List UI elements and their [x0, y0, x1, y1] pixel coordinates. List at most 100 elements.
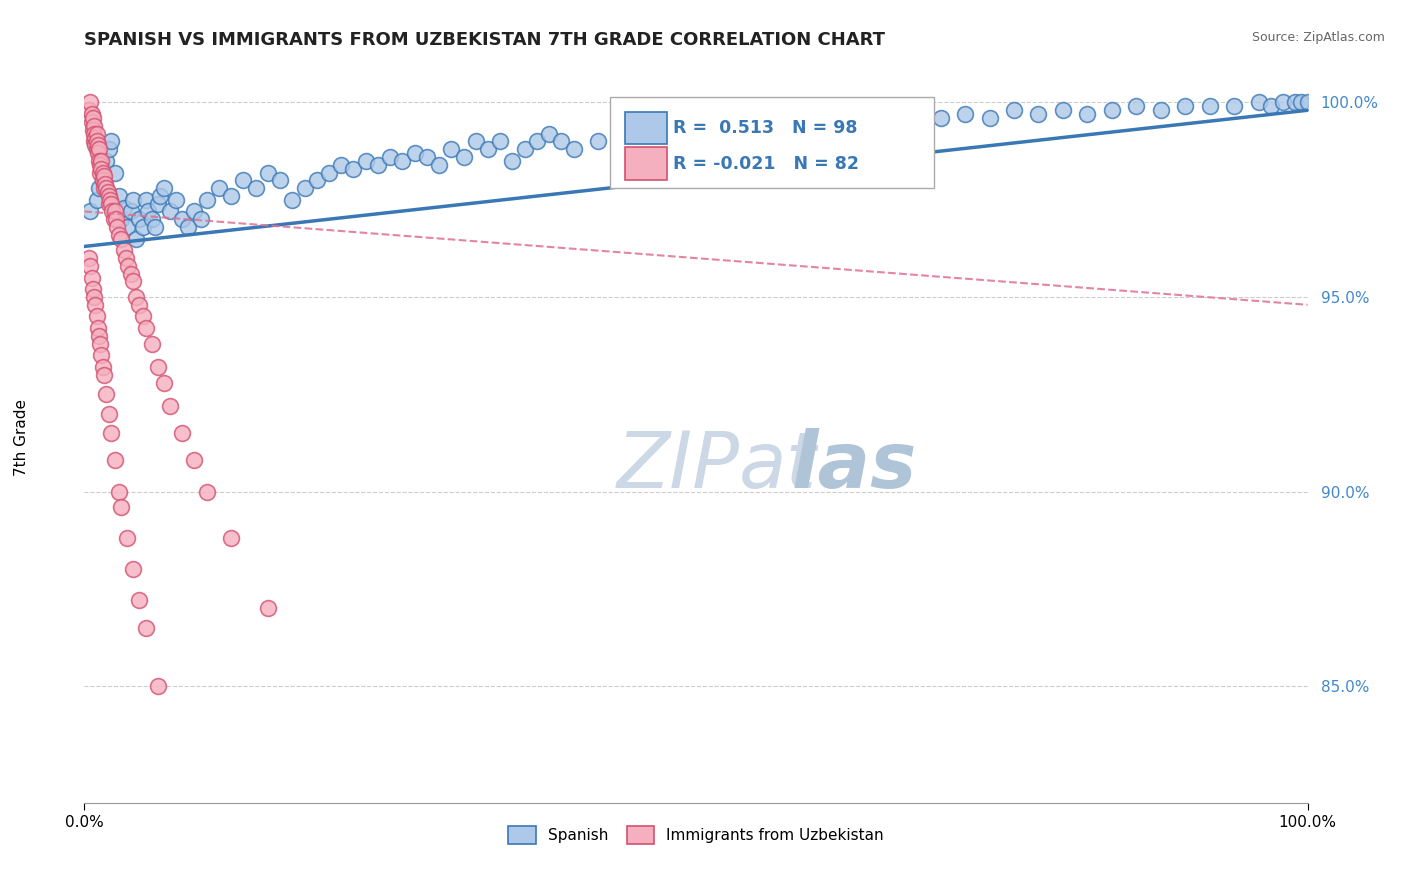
Point	[110, 232, 132, 246]
Point	[87, 153, 110, 168]
Point	[1076, 107, 1098, 121]
Point	[354, 153, 377, 168]
Point	[128, 593, 150, 607]
Point	[97, 189, 120, 203]
Point	[122, 275, 145, 289]
Point	[153, 181, 176, 195]
Point	[404, 146, 426, 161]
Point	[1284, 95, 1306, 110]
Point	[105, 219, 128, 234]
Point	[91, 359, 114, 374]
Point	[245, 181, 267, 195]
Point	[281, 193, 304, 207]
Point	[87, 321, 110, 335]
Point	[87, 138, 110, 153]
Point	[98, 193, 121, 207]
Point	[136, 204, 159, 219]
Point	[190, 212, 212, 227]
Point	[107, 227, 129, 242]
Point	[380, 150, 402, 164]
Point	[1002, 103, 1025, 118]
Point	[880, 115, 903, 129]
Point	[305, 173, 328, 187]
Point	[86, 142, 108, 156]
Y-axis label: 7th Grade: 7th Grade	[14, 399, 28, 475]
Point	[391, 153, 413, 168]
Point	[125, 290, 148, 304]
Point	[87, 181, 110, 195]
Point	[83, 119, 105, 133]
Point	[84, 130, 107, 145]
Text: R =  0.513   N = 98: R = 0.513 N = 98	[672, 119, 858, 136]
Point	[269, 173, 291, 187]
Point	[953, 107, 976, 121]
Point	[100, 135, 122, 149]
Point	[110, 500, 132, 515]
Point	[96, 181, 118, 195]
Point	[120, 204, 142, 219]
Point	[103, 212, 125, 227]
Point	[257, 601, 280, 615]
Point	[91, 165, 114, 179]
Point	[122, 562, 145, 576]
Text: ZIP: ZIP	[616, 428, 740, 504]
Point	[112, 201, 135, 215]
Point	[636, 122, 658, 136]
Point	[135, 321, 157, 335]
Point	[177, 219, 200, 234]
Point	[1296, 95, 1319, 110]
Point	[112, 244, 135, 258]
Point	[104, 204, 127, 219]
Point	[257, 165, 280, 179]
Point	[172, 212, 194, 227]
Point	[104, 165, 127, 179]
Point	[143, 219, 166, 234]
Point	[232, 173, 254, 187]
Point	[77, 103, 100, 118]
Point	[96, 387, 118, 401]
Point	[427, 158, 450, 172]
Point	[1150, 103, 1173, 118]
FancyBboxPatch shape	[626, 147, 666, 179]
Point	[86, 127, 108, 141]
FancyBboxPatch shape	[626, 112, 666, 144]
Point	[93, 368, 115, 382]
Point	[90, 153, 112, 168]
Point	[1198, 99, 1220, 113]
Point	[661, 127, 683, 141]
Point	[318, 165, 340, 179]
Point	[128, 212, 150, 227]
Point	[125, 232, 148, 246]
Point	[1247, 95, 1270, 110]
Point	[87, 142, 110, 156]
Point	[86, 135, 108, 149]
Point	[94, 177, 117, 191]
Point	[477, 142, 499, 156]
Text: las: las	[792, 428, 917, 504]
Point	[87, 329, 110, 343]
Point	[83, 127, 105, 141]
Point	[195, 484, 218, 499]
Point	[1052, 103, 1074, 118]
Point	[1260, 99, 1282, 113]
Point	[100, 196, 122, 211]
Point	[120, 267, 142, 281]
Point	[219, 189, 242, 203]
Point	[82, 282, 104, 296]
Point	[115, 531, 138, 545]
Point	[550, 135, 572, 149]
Point	[110, 212, 132, 227]
Point	[513, 142, 536, 156]
Point	[132, 310, 155, 324]
Point	[135, 193, 157, 207]
Point	[586, 135, 609, 149]
Point	[97, 407, 120, 421]
Point	[1174, 99, 1197, 113]
Point	[219, 531, 242, 545]
Point	[89, 336, 111, 351]
Point	[105, 212, 128, 227]
Point	[84, 138, 107, 153]
Point	[91, 173, 114, 187]
Point	[342, 161, 364, 176]
Point	[97, 185, 120, 199]
